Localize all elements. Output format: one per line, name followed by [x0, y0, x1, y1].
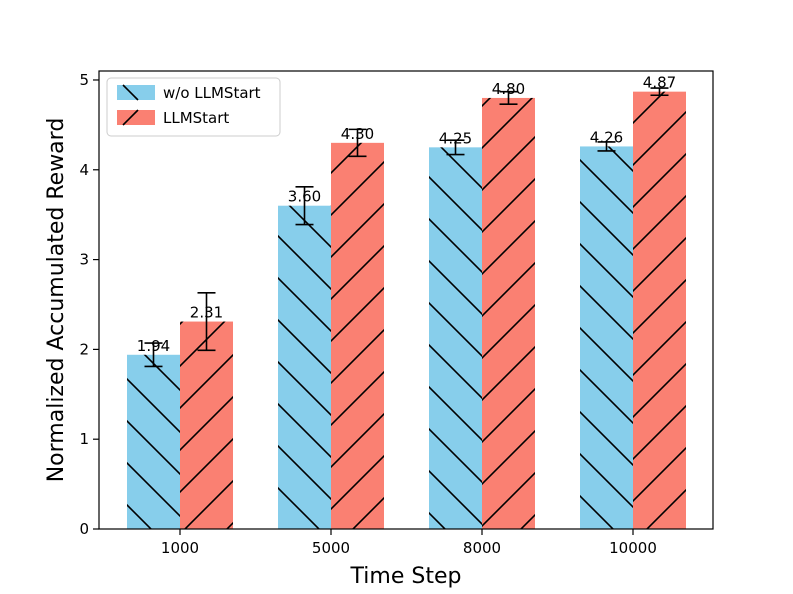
y-tick-label-2: 2 [79, 340, 89, 358]
y-axis: 0 1 2 3 4 5 [79, 71, 99, 538]
error-bars-group [144, 87, 669, 368]
value-label-1-1: 4.30 [341, 125, 374, 143]
x-tick-label-2: 8000 [463, 539, 501, 557]
value-label-1-2: 4.80 [492, 80, 525, 98]
y-tick-label-3: 3 [79, 251, 89, 269]
value-label-0-2: 4.25 [439, 129, 472, 147]
value-labels-group: 1.94 2.31 3.60 4.30 4.25 4.80 4.26 4.87 [137, 74, 676, 355]
bar-hatch-0-1 [278, 205, 331, 530]
x-tick-label-3: 10000 [609, 539, 657, 557]
plot-frame [98, 70, 714, 530]
bar-hatch-1-2 [482, 97, 535, 530]
y-axis-label: Normalized Accumulated Reward [44, 118, 69, 483]
bar-hatch-1-1 [331, 142, 384, 529]
bar-hatch-0-2 [429, 147, 482, 530]
x-axis: 1000 5000 8000 10000 [161, 529, 657, 557]
value-label-1-3: 4.87 [643, 74, 676, 92]
value-label-1-0: 2.31 [190, 304, 223, 322]
bar-hatch-0-0 [127, 354, 180, 529]
x-tick-label-1: 5000 [312, 539, 350, 557]
x-tick-label-0: 1000 [161, 539, 199, 557]
bar-hatch-1-3 [633, 91, 686, 529]
value-label-0-0: 1.94 [137, 337, 170, 355]
value-label-0-3: 4.26 [590, 128, 623, 146]
bar-hatch-1-0 [180, 321, 233, 529]
y-tick-label-1: 1 [79, 430, 89, 448]
y-tick-label-4: 4 [79, 161, 89, 179]
bar-hatch-0-3 [580, 146, 633, 529]
legend: w/o LLMStart LLMStart [106, 77, 281, 137]
value-label-0-1: 3.60 [288, 188, 321, 206]
legend-hatch-1 [122, 109, 139, 126]
y-tick-label-5: 5 [79, 71, 89, 89]
bars-group [127, 91, 686, 530]
x-axis-label: Time Step [350, 564, 462, 589]
legend-label-0: w/o LLMStart [163, 84, 261, 102]
legend-hatch-0 [122, 84, 139, 101]
y-tick-label-0: 0 [79, 520, 89, 538]
legend-label-1: LLMStart [163, 109, 229, 127]
